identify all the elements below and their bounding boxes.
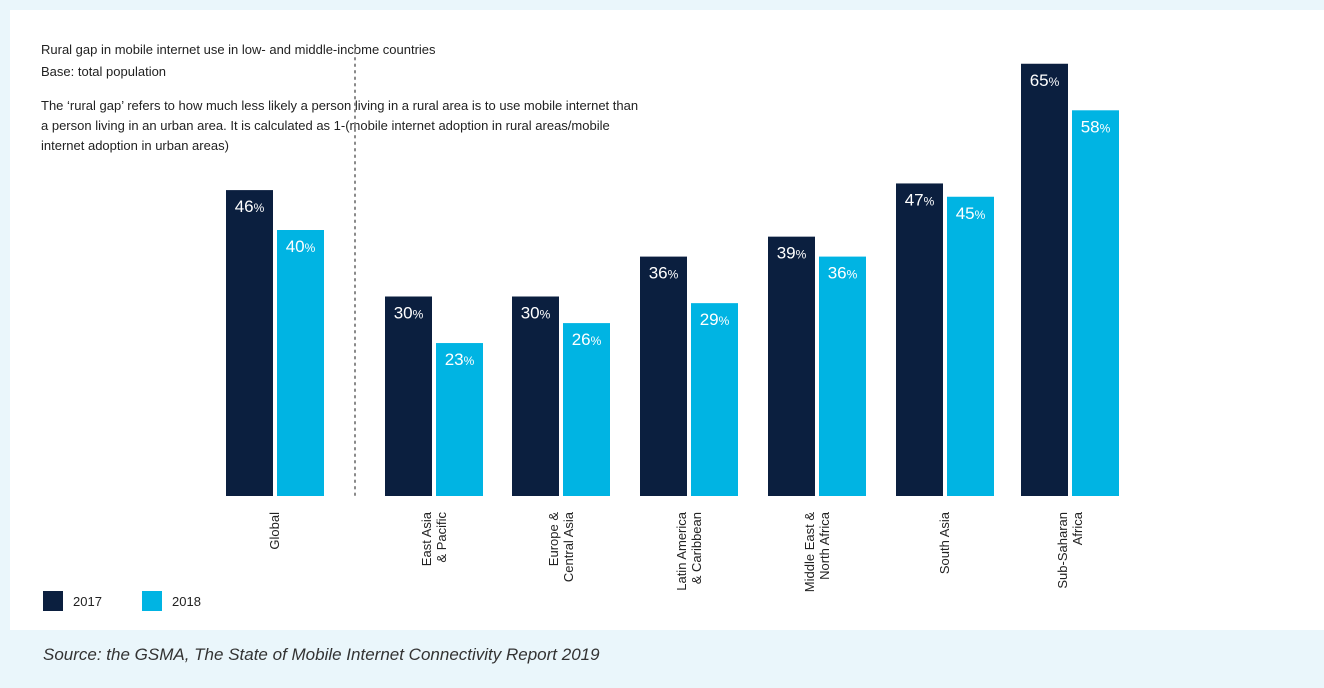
bar-2018-2 xyxy=(563,323,610,496)
bar-2018-4 xyxy=(819,256,866,496)
bar-2017-1 xyxy=(385,296,432,496)
bar-2018-5 xyxy=(947,196,994,496)
bar-2017-4 xyxy=(768,236,815,496)
category-label-1: East Asia& Pacific xyxy=(419,511,449,566)
legend-item-2017: 2017 xyxy=(43,591,102,611)
bar-label-2017-4: 39% xyxy=(777,244,807,263)
bar-2018-1 xyxy=(436,343,483,496)
category-label-6: Sub-SaharanAfrica xyxy=(1055,511,1085,588)
bar-2017-3 xyxy=(640,256,687,496)
bar-label-2018-4: 36% xyxy=(828,264,858,283)
category-label-4: Middle East &North Africa xyxy=(802,511,832,592)
legend-label-2017: 2017 xyxy=(73,593,102,609)
category-label-2: Europe &Central Asia xyxy=(546,511,576,582)
chart-subtitle: Base: total population xyxy=(41,64,167,79)
legend-swatch-2018 xyxy=(142,591,162,611)
bar-2018-3 xyxy=(691,303,738,496)
category-label-0: Global xyxy=(267,512,282,550)
bar-label-2017-5: 47% xyxy=(905,190,935,209)
bar-2017-5 xyxy=(896,183,943,496)
bar-label-2018-2: 26% xyxy=(572,330,602,349)
bar-2017-2 xyxy=(512,296,559,496)
bar-2017-0 xyxy=(226,190,273,496)
bar-label-2017-0: 46% xyxy=(235,197,265,216)
category-label-5: South Asia xyxy=(937,511,952,574)
bar-label-2018-1: 23% xyxy=(445,350,475,369)
bar-2018-0 xyxy=(277,230,324,496)
bar-label-2018-3: 29% xyxy=(700,310,730,329)
legend-item-2018: 2018 xyxy=(142,591,201,611)
bar-label-2017-3: 36% xyxy=(649,264,679,283)
bar-label-2018-0: 40% xyxy=(286,237,316,256)
legend-swatch-2017 xyxy=(43,591,63,611)
bar-label-2017-6: 65% xyxy=(1030,71,1060,90)
category-label-3: Latin America& Caribbean xyxy=(674,511,704,591)
bar-label-2018-6: 58% xyxy=(1081,117,1111,136)
bar-2017-6 xyxy=(1021,63,1068,496)
source-note: Source: the GSMA, The State of Mobile In… xyxy=(43,645,600,664)
chart-note: The ‘rural gap’ refers to how much less … xyxy=(41,98,639,153)
bar-label-2017-2: 30% xyxy=(521,304,551,323)
bar-2018-6 xyxy=(1072,110,1119,497)
bar-label-2017-1: 30% xyxy=(394,304,424,323)
legend-label-2018: 2018 xyxy=(172,593,201,609)
bar-label-2018-5: 45% xyxy=(956,204,986,223)
chart-title: Rural gap in mobile internet use in low-… xyxy=(41,42,436,57)
